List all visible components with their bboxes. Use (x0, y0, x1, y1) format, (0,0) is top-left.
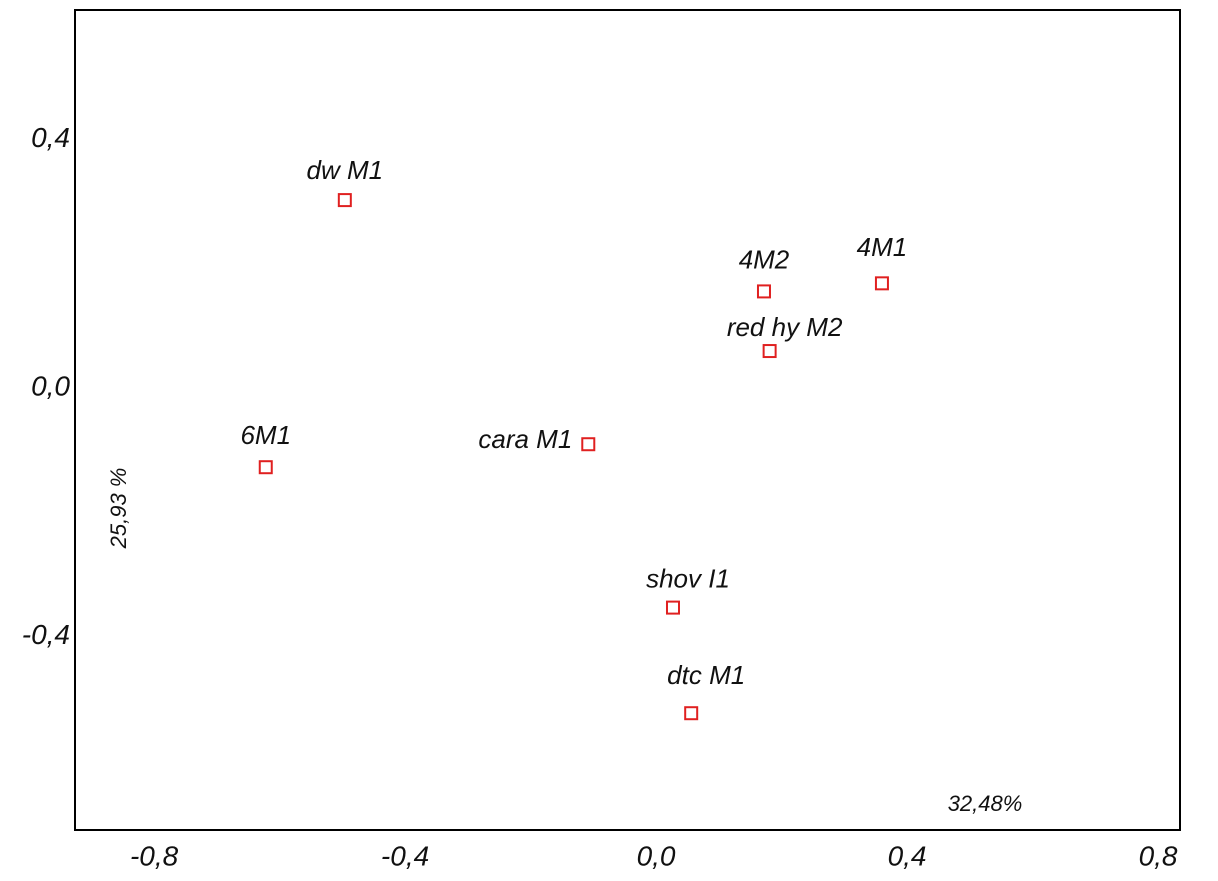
point (874, 276, 889, 291)
point (684, 706, 699, 721)
point (756, 284, 771, 299)
point-label: cara M1 (478, 424, 572, 454)
point-label: shov I1 (646, 563, 730, 593)
y-axis-label: 25,93 % (106, 468, 131, 550)
x-tick-label: 0,4 (888, 840, 927, 871)
point-label: 4M2 (739, 244, 790, 274)
point-label: 4M1 (857, 232, 908, 262)
point (762, 344, 777, 359)
x-tick-label: 0,0 (637, 840, 676, 871)
point (581, 437, 596, 452)
point-label: red hy M2 (727, 312, 843, 342)
y-tick-label: -0,4 (22, 619, 70, 650)
y-tick-label: 0,4 (31, 122, 70, 153)
point (258, 460, 273, 475)
y-tick-label: 0,0 (31, 371, 70, 402)
plot-frame (74, 9, 1181, 831)
x-axis-label: 32,48% (948, 791, 1023, 816)
point-label: dw M1 (307, 155, 384, 185)
point-label: 6M1 (240, 420, 291, 450)
x-tick-label: -0,4 (381, 840, 429, 871)
x-tick-label: 0,8 (1139, 840, 1178, 871)
point (665, 600, 680, 615)
point-label: dtc M1 (667, 660, 745, 690)
x-tick-label: -0,8 (130, 840, 179, 871)
point (337, 193, 352, 208)
